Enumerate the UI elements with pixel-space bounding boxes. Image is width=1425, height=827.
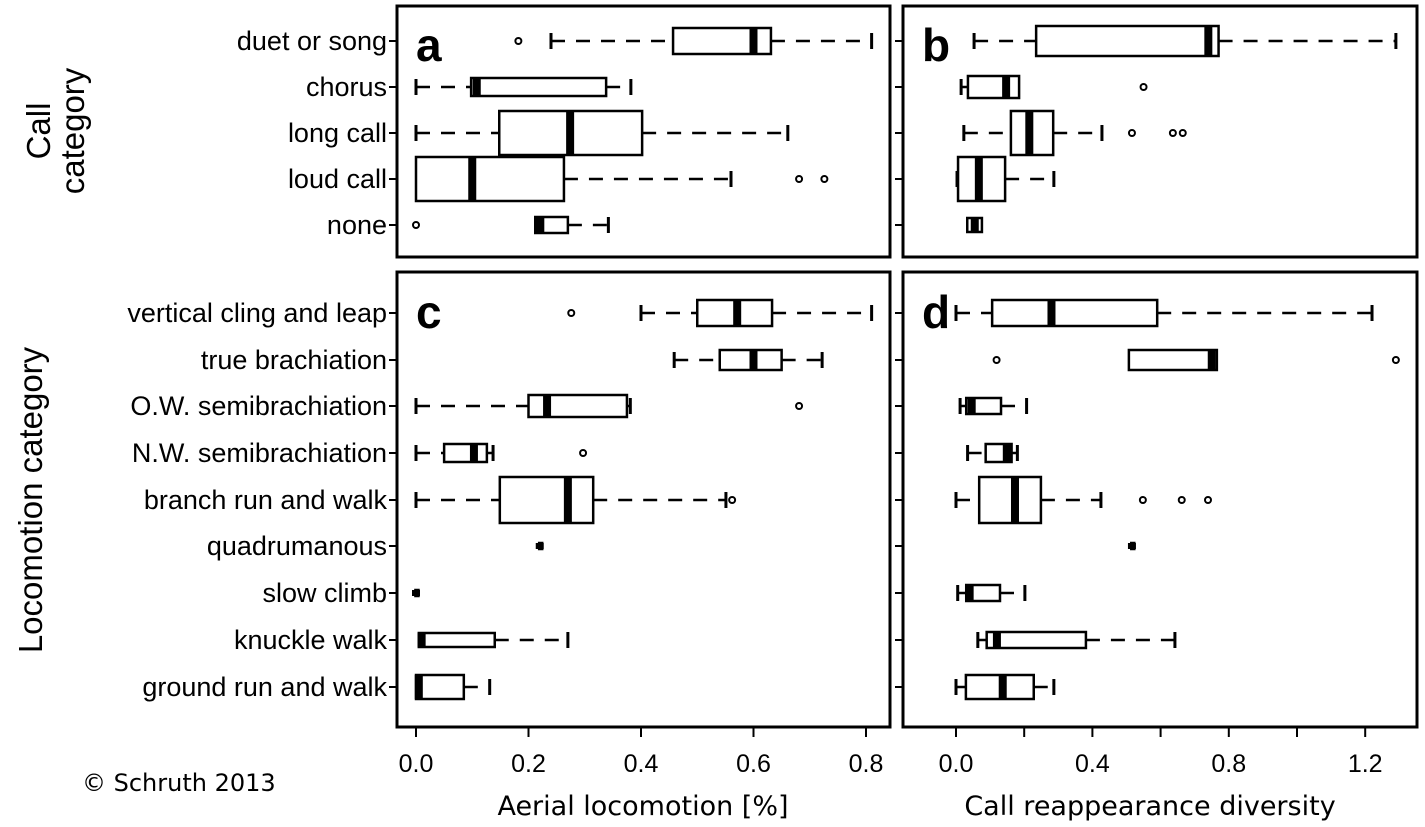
chart-marks: duet or song chorus long call loud call none…: [127, 24, 1400, 778]
box-iqr: [414, 673, 466, 701]
category-label: long call: [288, 118, 387, 148]
category-label: loud call: [288, 164, 387, 194]
box-iqr: [1127, 348, 1219, 372]
copyright-notice: © Schruth 2013: [82, 769, 276, 797]
category-label: branch run and walk: [144, 485, 388, 515]
box-iqr: [1034, 24, 1220, 58]
box-iqr: [966, 74, 1021, 100]
outlier-point: [1168, 129, 1177, 137]
locomotion-category-ylabel: Locomotion category: [12, 346, 49, 653]
outlier-point: [1138, 496, 1147, 504]
outlier-point: [1203, 496, 1212, 504]
outlier-point: [1139, 83, 1148, 91]
panel-letter-a: a: [416, 19, 442, 71]
outlier-point: [514, 37, 523, 45]
outlier-point: [992, 356, 1001, 364]
panel-b-frame: [901, 4, 1419, 259]
x-tick-label: 0.4: [1075, 750, 1110, 778]
panel-letter-d: d: [922, 286, 950, 338]
ylabel-call-line: category: [54, 67, 91, 194]
x-tick-label: 0.0: [939, 750, 974, 778]
ylabel-call-line: Call: [20, 103, 57, 160]
x-tick-label: 0.8: [1211, 750, 1246, 778]
box-iqr: [990, 298, 1159, 328]
outlier-point: [1178, 129, 1187, 137]
category-label: ground run and walk: [142, 672, 387, 702]
category-label: slow climb: [262, 578, 387, 608]
outlier-point: [567, 309, 576, 317]
category-label: chorus: [306, 72, 387, 102]
xlabel-call-reappearance: Call reappearance diversity: [964, 791, 1335, 822]
panel-a-frame: [395, 4, 892, 259]
box-iqr: [417, 631, 496, 649]
outlier-point: [1127, 129, 1136, 137]
outlier-point: [412, 221, 420, 229]
panel-letter-c: c: [416, 286, 442, 338]
outlier-point: [795, 402, 804, 410]
ylabel-call: Callcategory: [20, 67, 91, 194]
category-label: knuckle walk: [234, 625, 388, 655]
outlier-point: [795, 175, 804, 183]
category-label: O.W. semibrachiation: [130, 391, 387, 421]
box-iqr: [977, 475, 1043, 525]
box-iqr: [527, 393, 629, 419]
x-tick-label: 0.2: [511, 750, 546, 778]
xlabel-aerial-locomotion: Aerial locomotion [%]: [497, 791, 788, 822]
category-label: true brachiation: [201, 345, 387, 375]
x-tick-label: 0.0: [399, 750, 434, 778]
box-iqr: [442, 442, 489, 464]
box-iqr: [414, 155, 566, 203]
box-iqr: [498, 475, 595, 525]
category-label: duet or song: [237, 26, 387, 56]
outlier-point: [820, 175, 829, 183]
category-label: none: [327, 210, 387, 240]
box-iqr: [985, 630, 1088, 650]
category-label: quadrumanous: [207, 531, 387, 561]
category-label: N.W. semibrachiation: [132, 438, 387, 468]
x-tick-label: 0.4: [624, 750, 659, 778]
outlier-point: [579, 449, 588, 457]
x-tick-label: 0.6: [736, 750, 771, 778]
outlier-point: [1177, 496, 1186, 504]
panel-letter-b: b: [922, 19, 950, 71]
box-iqr: [469, 76, 608, 98]
call-category-ylabel: Callcategory: [20, 67, 91, 194]
x-tick-label: 1.2: [1348, 750, 1383, 778]
outlier-point: [728, 496, 737, 504]
category-label: vertical cling and leap: [127, 298, 387, 328]
x-tick-label: 0.8: [849, 750, 884, 778]
outlier-point: [1391, 356, 1400, 364]
